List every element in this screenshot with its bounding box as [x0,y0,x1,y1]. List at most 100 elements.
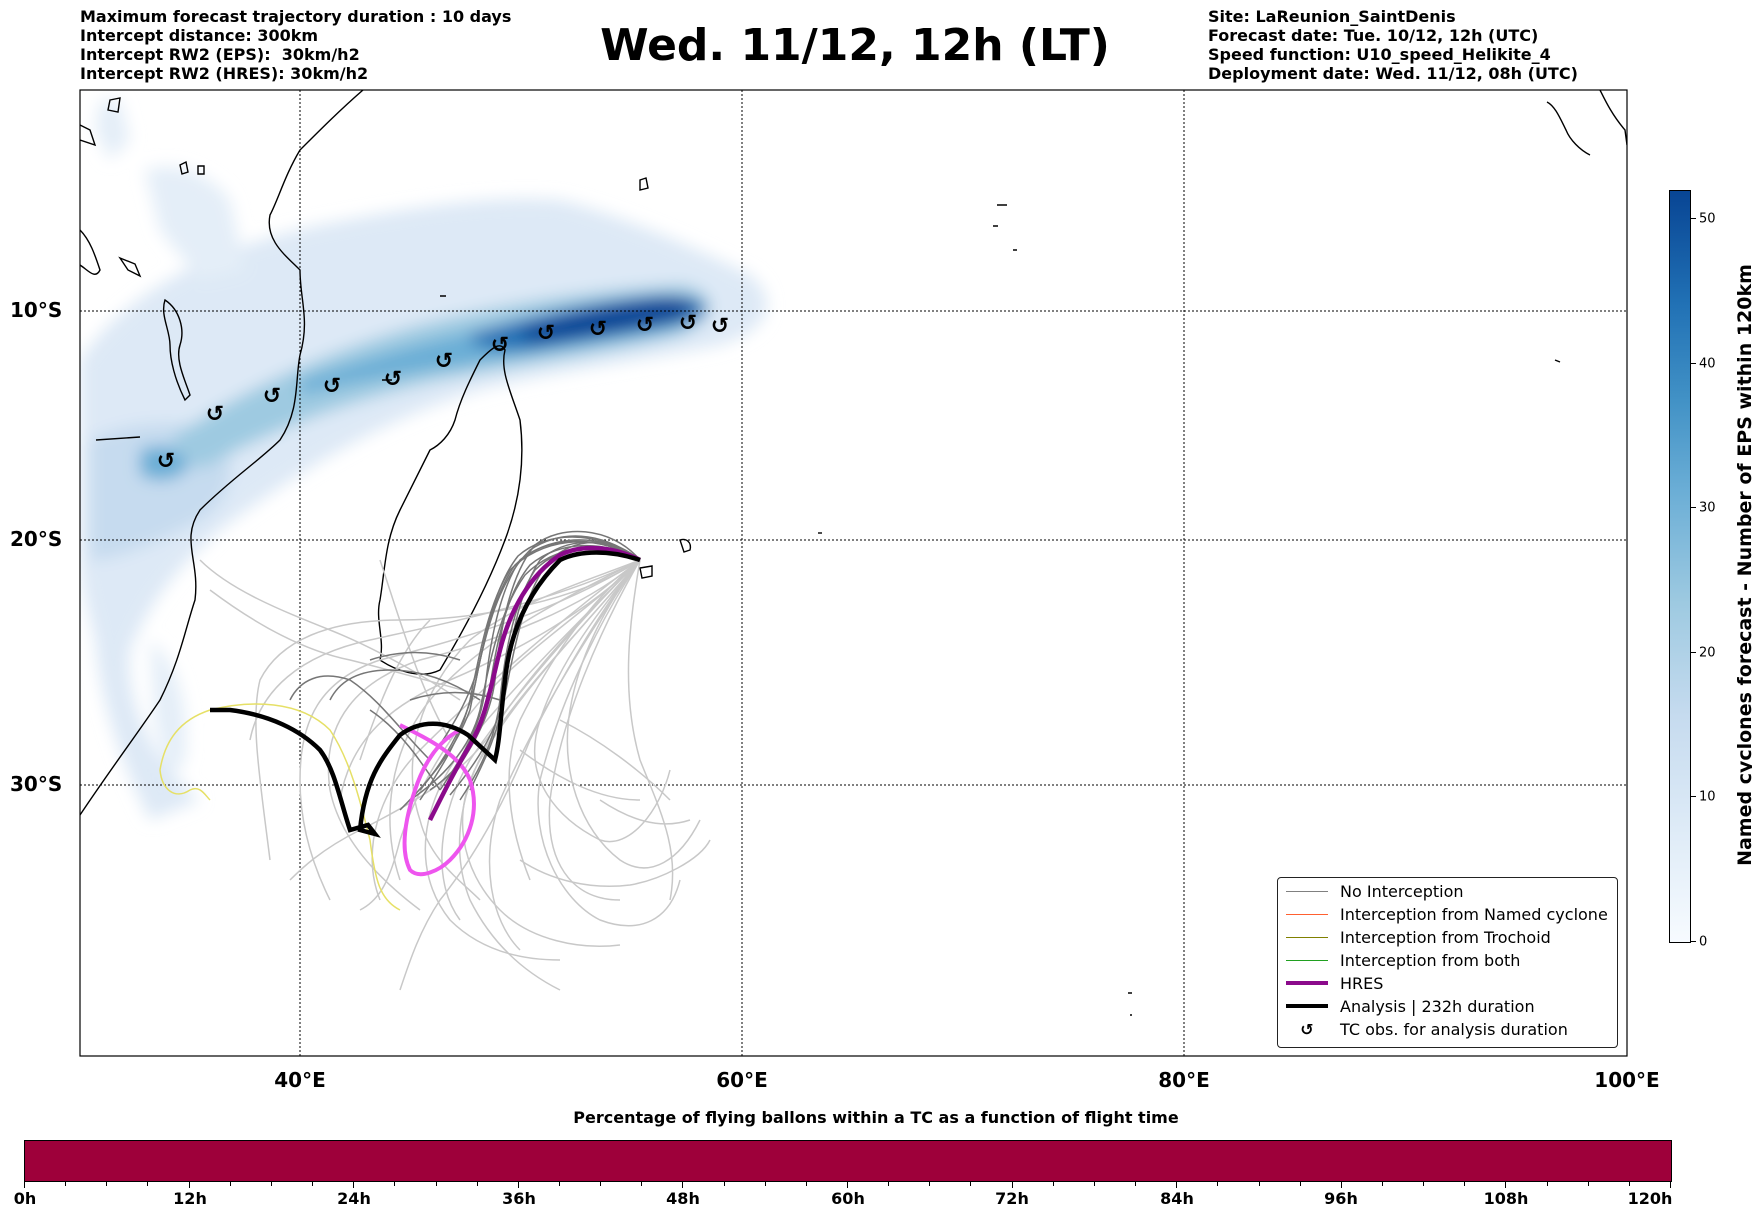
flight-time-tick [641,1182,643,1186]
colorbar [1669,190,1691,943]
header-left-line: Intercept RW2 (EPS): 30km/h2 [80,45,360,64]
flight-time-label: 108h [1483,1189,1529,1208]
yellow-track-2 [159,769,211,801]
header-left-line: Intercept distance: 300km [80,26,319,45]
flight-time-tick [558,1182,560,1186]
flight-time-tick [1299,1182,1301,1186]
flight-time-tick [1505,1182,1507,1188]
legend-item-hres: HRES [1286,972,1383,994]
legend-label: TC obs. for analysis duration [1340,1019,1568,1039]
legend-label: No Interception [1340,881,1464,901]
colorbar-tick: 10 [1699,789,1716,805]
lon-label: 60°E [716,1068,768,1092]
tc-observations: ↺ ↺ ↺ ↺ ↺ ↺ ↺ ↺ ↺ ↺ ↺ ↺ [157,311,729,474]
lat-label: 30°S [10,772,63,796]
tc-obs-symbol: ↺ [711,314,729,339]
flight-time-tick [929,1182,931,1186]
map-legend: No Interception Interception from Named … [1277,877,1618,1048]
tc-obs-symbol: ↺ [206,402,224,427]
flight-time-tick [764,1182,766,1186]
tc-obs-symbol: ↺ [636,313,654,338]
flight-time-tick [1546,1182,1548,1186]
tc-obs-symbol: ↺ [435,349,453,374]
main-title: Wed. 11/12, 12h (LT) [600,20,1110,71]
cyclone-density-field [80,100,767,820]
hres-trajectory [427,545,642,822]
tc-obs-symbol: ↺ [157,449,175,474]
flight-time-tick [970,1182,972,1186]
flight-time-tick [805,1182,807,1186]
flight-time-tick [1340,1182,1342,1188]
flight-time-tick [1423,1182,1425,1186]
analysis-trajectory [210,550,641,838]
flight-time-tick [229,1182,231,1186]
tc-obs-symbol: ↺ [679,311,697,336]
flight-time-tick [1135,1182,1137,1186]
yellow-track [159,703,401,911]
flight-time-label: 24h [337,1189,371,1208]
flight-time-tick [476,1182,478,1186]
legend-item-trochoid: Interception from Trochoid [1286,926,1551,948]
flight-time-tick [394,1182,396,1186]
flight-time-tick [682,1182,684,1188]
flight-time-tick [1670,1182,1671,1188]
flight-time-tick [517,1182,519,1188]
tc-obs-symbol: ↺ [491,333,509,358]
flight-time-tick [1628,1182,1630,1186]
flight-time-tick [24,1182,25,1188]
flight-time-tick [1093,1182,1095,1186]
flight-time-tick [435,1182,437,1186]
flight-time-tick [353,1182,355,1188]
legend-item-analysis: Analysis | 232h duration [1286,995,1535,1017]
flight-time-tick [1052,1182,1054,1186]
flight-time-tick [847,1182,848,1188]
tc-obs-symbol: ↺ [384,367,402,392]
flight-time-label: 12h [173,1189,207,1208]
flight-time-tick [1464,1182,1466,1186]
flight-time-label: 96h [1324,1189,1358,1208]
colorbar-tick: 50 [1699,211,1716,227]
header-right-line: Deployment date: Wed. 11/12, 08h (UTC) [1208,64,1578,83]
flight-time-tick [188,1182,190,1188]
legend-label: HRES [1340,973,1384,993]
flight-time-label: 36h [502,1189,536,1208]
flight-time-label: 48h [666,1189,700,1208]
map-frame [79,89,1628,1057]
flight-time-tick [1381,1182,1383,1186]
flight-time-tick [1258,1182,1260,1186]
flight-time-tick [723,1182,725,1186]
header-right-line: Forecast date: Tue. 10/12, 12h (UTC) [1208,26,1539,45]
flight-time-tick [147,1182,149,1186]
flight-time-tick [270,1182,272,1186]
legend-label: Interception from both [1340,950,1521,970]
lat-label: 10°S [10,298,63,322]
flight-time-tick [1011,1182,1013,1188]
flight-time-label: 84h [1160,1189,1194,1208]
flight-time-tick [1587,1182,1589,1186]
flight-time-label: 72h [995,1189,1029,1208]
eps-trajectories-light [199,559,711,991]
flight-time-tick [1217,1182,1219,1186]
flight-time-tick [65,1182,67,1186]
lon-label: 100°E [1594,1068,1660,1092]
legend-item-tc-obs: ↺ TC obs. for analysis duration [1286,1018,1568,1040]
header-right: Site: LaReunion_SaintDenis Forecast date… [1208,7,1578,83]
flight-time-tick [1176,1182,1178,1188]
legend-item-both: Interception from both [1286,949,1520,971]
flight-time-tick [888,1182,890,1186]
header-left: Maximum forecast trajectory duration : 1… [80,7,511,83]
legend-item-named-cyclone: Interception from Named cyclone [1286,903,1608,925]
colorbar-tick: 30 [1699,500,1716,516]
coastlines [80,90,1627,1016]
header-right-line: Site: LaReunion_SaintDenis [1208,7,1456,26]
flight-time-tick [600,1182,602,1186]
bottom-bar-title: Percentage of flying ballons within a TC… [573,1108,1179,1127]
legend-label: Interception from Named cyclone [1340,904,1608,924]
header-left-line: Intercept RW2 (HRES): 30km/h2 [80,64,369,83]
flight-time-tick [106,1182,108,1186]
tc-obs-symbol: ↺ [263,384,281,409]
flight-time-label: 60h [831,1189,865,1208]
pink-track [399,723,476,877]
colorbar-tick: 0 [1699,934,1708,950]
